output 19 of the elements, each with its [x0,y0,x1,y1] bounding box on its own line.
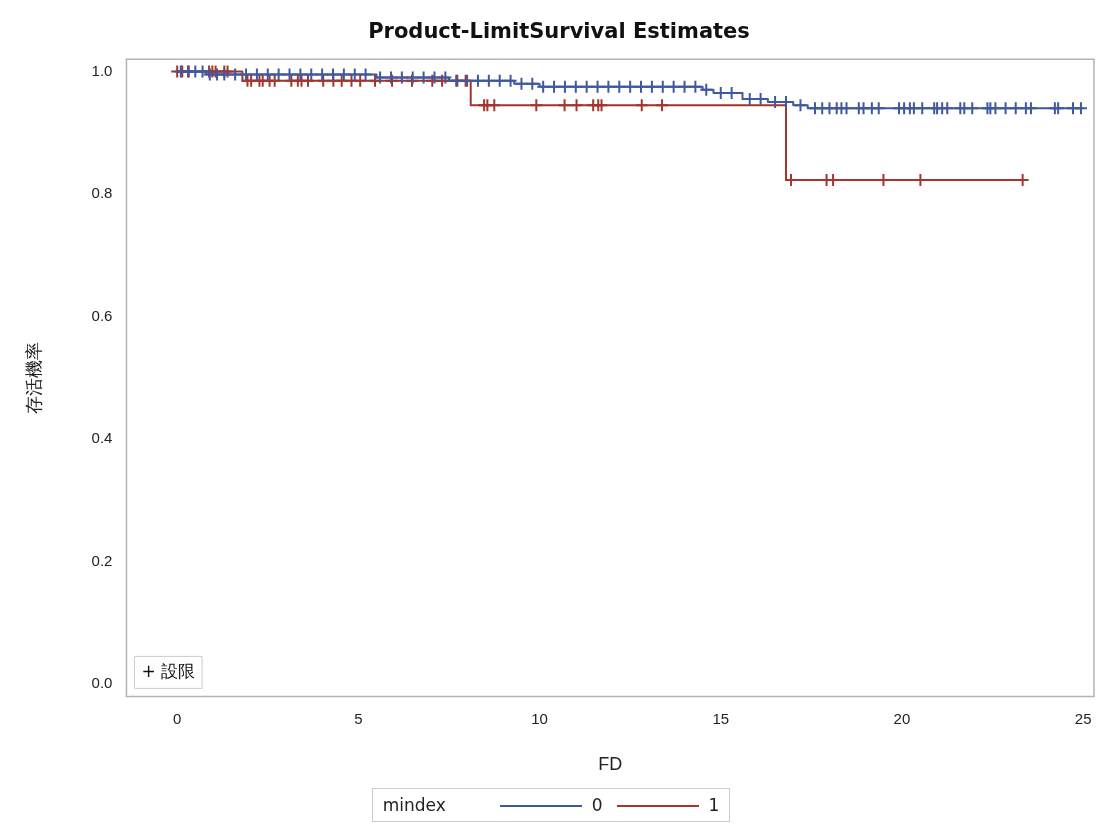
y-tick-label: 1.0 [91,61,113,79]
x-tick-label: 5 [354,709,363,727]
y-tick-label: 0.6 [91,306,113,324]
x-tick-label: 0 [173,709,182,727]
annotation: + 設限 [141,660,196,681]
legend-label: 1 [707,795,720,815]
x-tick-label: 15 [712,709,730,727]
y-tick-label: 0.2 [91,551,113,569]
x-tick-label: 10 [531,709,548,727]
legend-title: mindex [382,795,446,815]
y-tick-label: 0.0 [91,674,113,692]
y-tick-label: 0.8 [91,184,113,202]
x-axis-title: FD [598,754,623,775]
y-tick-label: 0.4 [91,429,113,447]
x-tick-label: 20 [893,709,911,727]
y-axis-title: 存活機率 [23,341,44,414]
x-tick-label: 25 [1074,709,1092,727]
legend-label: 0 [590,795,603,815]
chart-title: Product-LimitSurvival Estimates [368,19,750,44]
